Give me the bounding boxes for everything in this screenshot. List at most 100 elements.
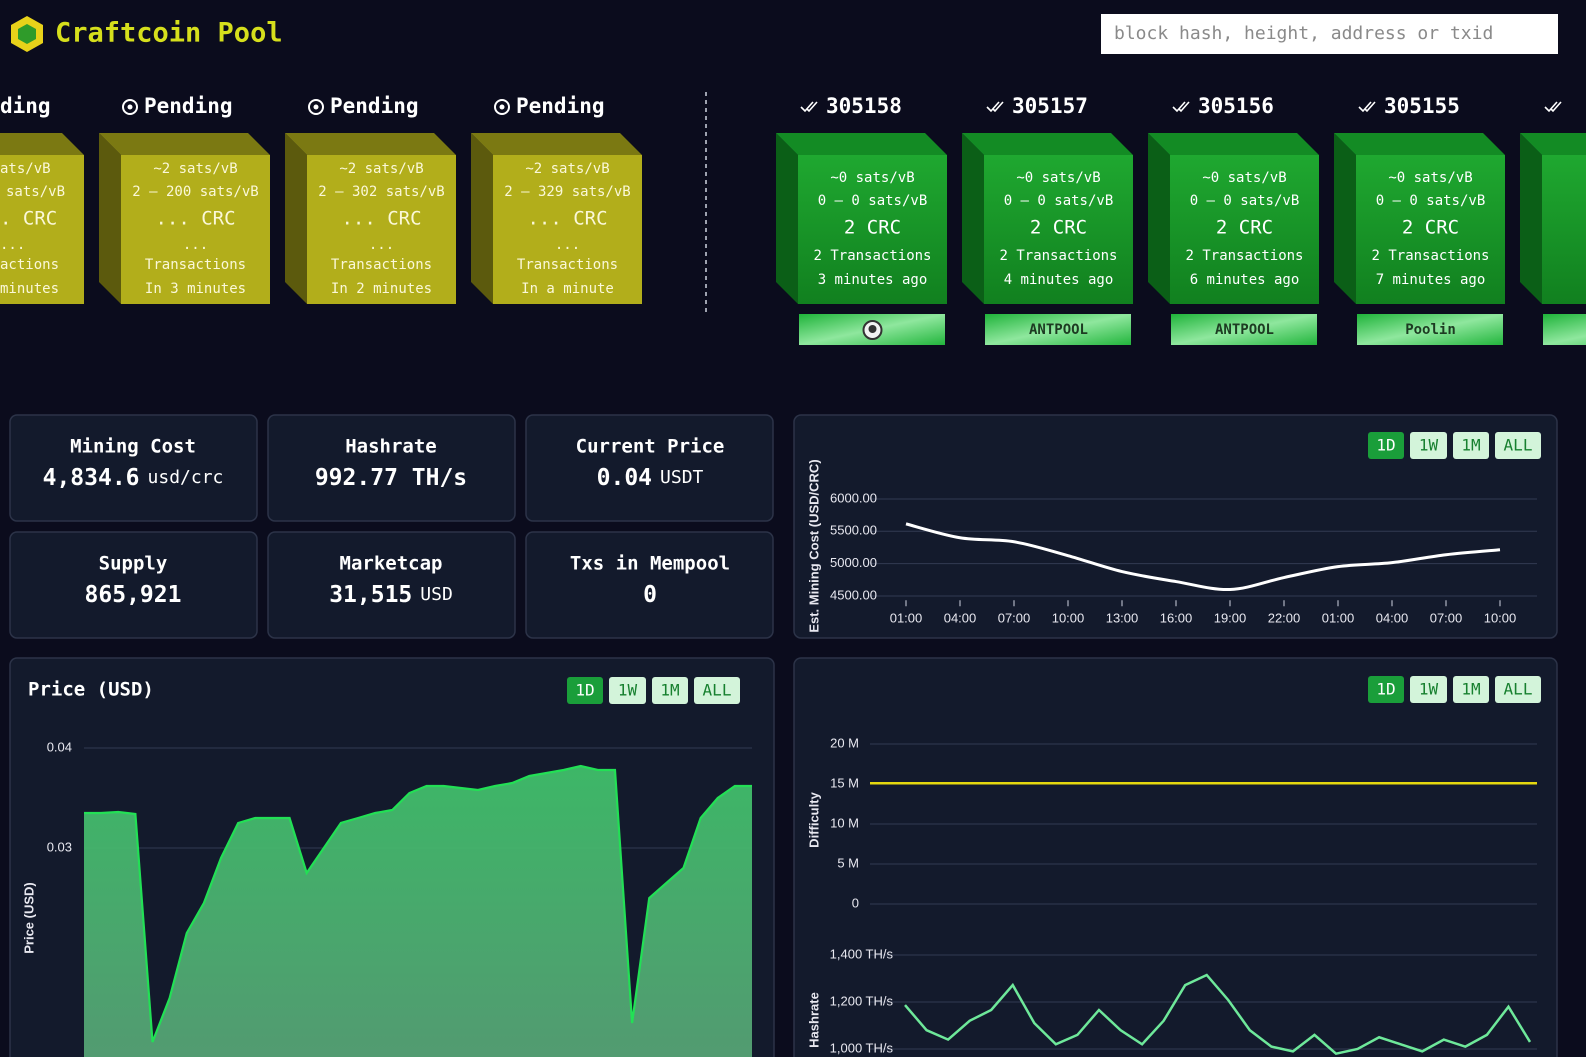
pending-icon	[122, 99, 138, 115]
pool-bar	[1543, 314, 1586, 345]
stat-label: Hashrate	[345, 436, 437, 458]
stat-number: 4,834.6	[43, 465, 140, 491]
block-transactions: 2 Transactions	[1185, 248, 1303, 264]
block-front	[121, 155, 270, 304]
stat-card	[525, 531, 774, 639]
range-button-label[interactable]: 1W	[1419, 436, 1439, 455]
stat-number: 992.77 TH/s	[315, 465, 467, 491]
stat-unit: USD	[420, 584, 453, 605]
block-fee: ~0 sats/vB	[1202, 170, 1286, 186]
pool-name: Poolin	[1405, 322, 1456, 338]
search-box[interactable]	[1101, 14, 1558, 54]
stat-unit: usd/crc	[148, 467, 224, 488]
block-front	[798, 155, 947, 304]
stat-value: 31,515 USD	[329, 582, 453, 608]
range-button[interactable]	[1453, 432, 1489, 459]
y-tick-label: 0	[852, 895, 859, 910]
logo-text: Craftcoin Pool	[55, 18, 283, 49]
block-status: Pending	[516, 94, 605, 118]
x-tick-label: 10:00	[1052, 610, 1085, 625]
range-button[interactable]	[652, 677, 688, 704]
block-fee: ~2 sats/vB	[153, 161, 237, 177]
stat-card	[267, 414, 516, 522]
range-button-label[interactable]: ALL	[703, 681, 732, 700]
mined-icon	[986, 101, 1004, 113]
stat-number: 0	[643, 582, 657, 608]
block-time: In 2 minutes	[331, 281, 432, 297]
range-button-label[interactable]: 1W	[618, 681, 638, 700]
x-tick-label: 01:00	[1322, 610, 1355, 625]
block-height: 305155	[1384, 94, 1460, 118]
stat-card	[9, 531, 258, 639]
line	[904, 973, 1532, 1056]
block-reward: ... CRC	[155, 208, 235, 230]
block-side	[471, 133, 493, 304]
y-tick-label: 1,400 TH/s	[830, 946, 894, 961]
block-time: minutes	[0, 281, 59, 297]
area-fill	[84, 766, 752, 1057]
range-button-label[interactable]: ALL	[1504, 680, 1533, 699]
range-button-label[interactable]: ALL	[1504, 436, 1533, 455]
y-tick-label: 6000.00	[830, 490, 877, 505]
range-button[interactable]	[1410, 432, 1447, 459]
x-tick-label: 16:00	[1160, 610, 1193, 625]
y-tick-label: 0.04	[47, 739, 72, 754]
block-height: 305158	[826, 94, 902, 118]
range-button-label[interactable]: 1M	[1461, 680, 1480, 699]
range-button-label[interactable]: 1D	[575, 681, 594, 700]
block-side	[1148, 133, 1170, 304]
block-fee: ~0 sats/vB	[1388, 170, 1472, 186]
content: ding ats/vB sats/vB . CRC... actions minutes P…	[0, 94, 1586, 1057]
block-reward: 2 CRC	[1216, 217, 1273, 239]
block-tx-count: ...	[0, 237, 25, 253]
range-button-label[interactable]: 1M	[660, 681, 679, 700]
x-tick-label: 10:00	[1484, 610, 1517, 625]
block-status: Pending	[144, 94, 233, 118]
y-tick-label: 1,000 TH/s	[830, 1040, 894, 1055]
block-time: In a minute	[521, 281, 614, 297]
range-button[interactable]	[694, 677, 740, 704]
range-button-label[interactable]: 1W	[1419, 680, 1439, 699]
range-button-label[interactable]: 1D	[1376, 680, 1395, 699]
block-side	[285, 133, 307, 304]
x-tick-label: 13:00	[1106, 610, 1139, 625]
stat-label: Current Price	[576, 436, 725, 458]
stat-label: Marketcap	[340, 553, 443, 575]
x-tick-label: 07:00	[1430, 610, 1463, 625]
block-tx-label: actions	[0, 257, 59, 273]
block-fee: ~0 sats/vB	[1016, 170, 1100, 186]
block-transactions: 2 Transactions	[813, 248, 931, 264]
block-top	[0, 133, 84, 155]
range-button[interactable]	[1453, 676, 1489, 703]
block-reward: 2 CRC	[1030, 217, 1087, 239]
block-time: 4 minutes ago	[1004, 272, 1114, 288]
range-button[interactable]	[1410, 676, 1447, 703]
block-tx-label: Transactions	[145, 257, 246, 273]
range-button[interactable]	[1368, 676, 1404, 703]
range-button-label[interactable]: 1D	[1376, 436, 1395, 455]
block-range: 0 – 0 sats/vB	[1004, 193, 1114, 209]
block-status: ding	[0, 94, 51, 118]
block-reward: 2 CRC	[844, 217, 901, 239]
range-button[interactable]	[1495, 432, 1541, 459]
mined-icon	[1172, 101, 1190, 113]
stat-label: Mining Cost	[70, 436, 196, 458]
block-top	[471, 133, 642, 155]
range-button[interactable]	[609, 677, 646, 704]
block-side	[99, 133, 121, 304]
stat-label: Txs in Mempool	[570, 553, 730, 575]
search-placeholder[interactable]: block hash, height, address or txid	[1114, 23, 1493, 44]
range-button[interactable]	[1495, 676, 1541, 703]
range-button[interactable]	[567, 677, 603, 704]
block-time: In 3 minutes	[145, 281, 246, 297]
block-front	[493, 155, 642, 304]
block-front	[1356, 155, 1505, 304]
range-button[interactable]	[1368, 432, 1404, 459]
block-height: 305157	[1012, 94, 1088, 118]
block-range: sats/vB	[6, 184, 65, 200]
block-tx-label: Transactions	[517, 257, 618, 273]
chart-title: Price (USD)	[28, 679, 154, 701]
x-tick-label: 22:00	[1268, 610, 1301, 625]
range-button-label[interactable]: 1M	[1461, 436, 1480, 455]
